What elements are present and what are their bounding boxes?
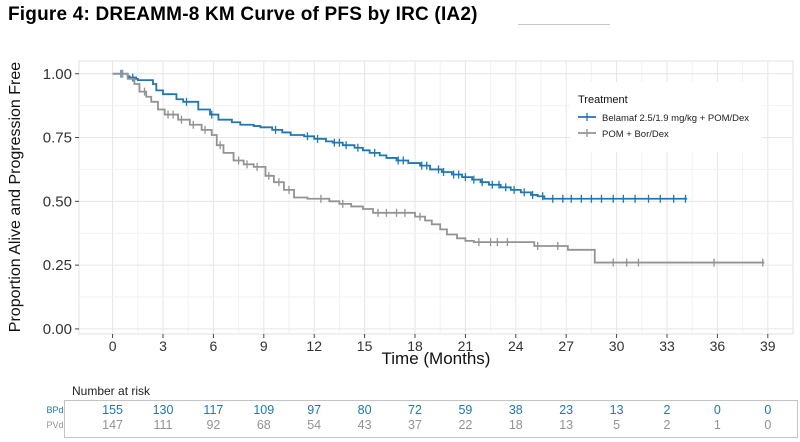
risk-value-series-1: 130 bbox=[153, 403, 174, 417]
risk-value-series-1: 59 bbox=[458, 403, 472, 417]
y-tick-label: 0.50 bbox=[43, 193, 72, 210]
risk-value-series-1: 23 bbox=[559, 403, 573, 417]
risk-value-series-1: 13 bbox=[610, 403, 624, 417]
figure-title: Figure 4: DREAMM-8 KM Curve of PFS by IR… bbox=[8, 4, 478, 25]
risk-value-series-2: 43 bbox=[358, 418, 372, 432]
x-axis-label: Time (Months) bbox=[382, 349, 491, 368]
risk-value-series-2: 1 bbox=[714, 418, 721, 432]
risk-value-series-2: 54 bbox=[307, 418, 321, 432]
risk-value-series-1: 72 bbox=[408, 403, 422, 417]
x-tick-label: 3 bbox=[159, 338, 167, 354]
legend-title: Treatment bbox=[578, 94, 628, 106]
risk-value-series-1: 80 bbox=[358, 403, 372, 417]
x-tick-label: 39 bbox=[760, 338, 776, 354]
x-tick-label: 36 bbox=[710, 338, 726, 354]
risk-row-label-2: PVd bbox=[46, 420, 63, 430]
series-layer bbox=[112, 69, 765, 267]
x-tick-label: 18 bbox=[407, 338, 423, 354]
risk-value-series-1: 38 bbox=[509, 403, 523, 417]
x-tick-label: 0 bbox=[109, 338, 117, 354]
risk-value-series-2: 111 bbox=[153, 418, 172, 432]
legend-entry-1: Belamaf 2.5/1.9 mg/kg + POM/Dex bbox=[602, 113, 749, 124]
risk-value-series-1: 2 bbox=[664, 403, 671, 417]
risk-row-label-1: BPd bbox=[46, 405, 63, 415]
y-axis-label: Proportion Alive and Progression Free bbox=[7, 62, 24, 332]
y-tick-labels: 0.00 0.25 0.50 0.75 1.00 bbox=[43, 66, 79, 338]
risk-value-series-1: 97 bbox=[307, 403, 321, 417]
risk-value-series-2: 13 bbox=[559, 418, 573, 432]
x-tick-label: 6 bbox=[210, 338, 218, 354]
y-tick-label: 0.25 bbox=[43, 257, 72, 274]
risk-value-series-1: 0 bbox=[714, 403, 721, 417]
risk-value-series-1: 117 bbox=[203, 403, 223, 417]
x-tick-label: 33 bbox=[659, 338, 675, 354]
risk-value-series-2: 5 bbox=[613, 418, 620, 432]
risk-value-series-1: 0 bbox=[764, 403, 771, 417]
x-tick-label: 9 bbox=[260, 338, 268, 354]
x-tick-label: 30 bbox=[609, 338, 625, 354]
km-curve-series-2 bbox=[112, 72, 765, 264]
risk-value-series-1: 109 bbox=[253, 403, 274, 417]
x-tick-label: 21 bbox=[458, 338, 474, 354]
risk-table-frame bbox=[64, 400, 798, 438]
risk-value-series-2: 18 bbox=[509, 418, 523, 432]
x-tick-labels: 0 3 6 9 12 15 18 21 24 27 30 33 36 39 bbox=[109, 334, 776, 354]
risk-value-series-2: 68 bbox=[257, 418, 271, 432]
risk-value-series-2: 22 bbox=[458, 418, 472, 432]
risk-value-series-2: 2 bbox=[664, 418, 671, 432]
legend-box bbox=[570, 82, 762, 152]
risk-value-series-2: 0 bbox=[764, 418, 771, 432]
legend-entry-2: POM + Bor/Dex bbox=[602, 129, 669, 140]
y-tick-label: 1.00 bbox=[43, 66, 72, 83]
risk-value-series-2: 92 bbox=[206, 418, 220, 432]
risk-value-series-2: 147 bbox=[102, 418, 123, 432]
legend: Treatment Belamaf 2.5/1.9 mg/kg + POM/De… bbox=[570, 82, 762, 152]
y-tick-label: 0.00 bbox=[43, 321, 72, 338]
risk-value-series-2: 37 bbox=[408, 418, 422, 432]
x-tick-label: 27 bbox=[558, 338, 574, 354]
x-tick-label: 24 bbox=[508, 338, 524, 354]
risk-table-label: Number at risk bbox=[72, 384, 151, 398]
risk-value-series-1: 155 bbox=[102, 403, 123, 417]
x-tick-label: 15 bbox=[357, 338, 373, 354]
km-curve-series-1 bbox=[112, 72, 688, 200]
y-tick-label: 0.75 bbox=[43, 130, 72, 147]
title-divider bbox=[518, 24, 610, 25]
x-tick-label: 12 bbox=[306, 338, 322, 354]
